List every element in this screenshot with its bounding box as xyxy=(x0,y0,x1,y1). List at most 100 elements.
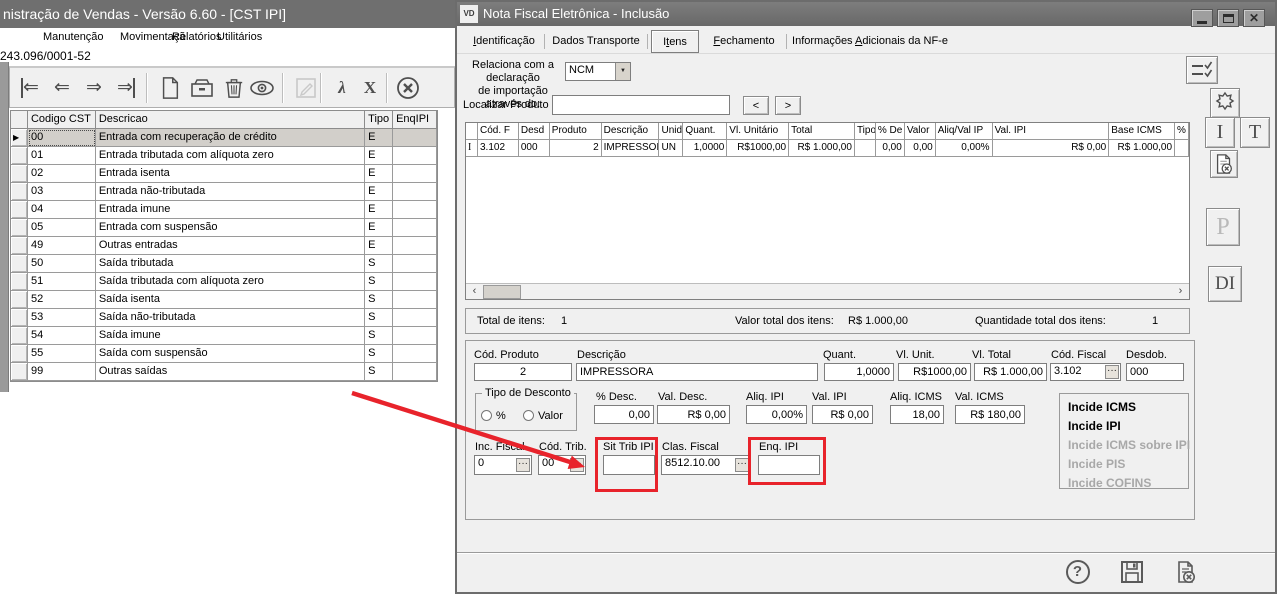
cancel-button[interactable] xyxy=(1172,558,1199,585)
table-cell[interactable]: 52 xyxy=(27,291,96,309)
table-cell[interactable]: 01 xyxy=(27,147,96,165)
table-row[interactable]: 05 Entrada com suspensão E xyxy=(11,219,437,237)
row-selector[interactable] xyxy=(11,147,28,165)
table-cell[interactable]: Saída não-tributada xyxy=(95,309,366,327)
table-row[interactable]: 03 Entrada não-tributada E xyxy=(11,183,437,201)
table-row[interactable]: 51 Saída tributada com alíquota zero S xyxy=(11,273,437,291)
cod-trib-field[interactable]: 00 ··· xyxy=(538,455,586,475)
di-button[interactable]: DI xyxy=(1208,266,1242,302)
table-cell[interactable]: Entrada com suspensão xyxy=(95,219,366,237)
table-cell[interactable]: E xyxy=(365,129,394,147)
table-cell[interactable] xyxy=(393,201,437,219)
table-cell[interactable]: Saída isenta xyxy=(95,291,366,309)
val-icms-field[interactable] xyxy=(955,405,1025,424)
row-selector[interactable] xyxy=(11,327,28,345)
grid-cell[interactable]: R$ 1.000,00 xyxy=(1109,140,1176,157)
clas-fiscal-field[interactable]: 8512.10.00 ··· xyxy=(661,455,751,475)
table-cell[interactable] xyxy=(393,255,437,273)
grid-cell[interactable]: 0,00% xyxy=(935,140,993,157)
delete-record-icon[interactable] xyxy=(220,75,248,101)
cod-trib-lookup-icon[interactable]: ··· xyxy=(570,458,584,472)
grid-cell[interactable]: R$1000,00 xyxy=(727,140,790,157)
table-cell[interactable]: Saída tributada xyxy=(95,255,366,273)
grid-cell[interactable] xyxy=(854,140,876,157)
cancel-item-button[interactable] xyxy=(1210,150,1238,178)
table-cell[interactable] xyxy=(393,327,437,345)
row-selector[interactable] xyxy=(11,273,28,291)
clas-fiscal-lookup-icon[interactable]: ··· xyxy=(735,458,749,472)
grid-cell[interactable]: 000 xyxy=(518,140,550,157)
table-cell[interactable]: 50 xyxy=(27,255,96,273)
grid-cell[interactable]: 2 xyxy=(549,140,602,157)
inc-fiscal-field[interactable]: 0 ··· xyxy=(474,455,532,475)
grid-row[interactable]: I 3.102 000 2 IMPRESSOR UN 1,0000 R$1000,00 R$ 1… xyxy=(466,140,1190,157)
nfe-window-titlebar[interactable]: VD Nota Fiscal Eletrônica - Inclusão ✕ xyxy=(457,2,1275,27)
first-record-icon[interactable]: ⇐ xyxy=(21,77,39,98)
tab-informa-es-adicionais-da-nf-e[interactable]: Informações Adicionais da NF-e xyxy=(792,35,948,47)
table-cell[interactable]: E xyxy=(365,219,394,237)
table-cell[interactable] xyxy=(393,129,437,147)
table-row[interactable]: 49 Outras entradas E xyxy=(11,237,437,255)
item-i-button[interactable]: I xyxy=(1205,117,1235,148)
items-grid-hscrollbar[interactable]: ‹ › xyxy=(466,283,1189,299)
scroll-right-icon[interactable]: › xyxy=(1178,285,1183,297)
grid-cell[interactable]: 0,00 xyxy=(904,140,936,157)
table-cell[interactable]: 00 xyxy=(27,129,96,147)
tab-identifica-o[interactable]: Identificação xyxy=(473,35,535,47)
table-cell[interactable]: S xyxy=(365,345,394,363)
table-cell[interactable]: 49 xyxy=(27,237,96,255)
table-row[interactable]: 52 Saída isenta S xyxy=(11,291,437,309)
table-row[interactable]: 50 Saída tributada S xyxy=(11,255,437,273)
cod-produto-field[interactable] xyxy=(474,363,572,381)
search-product-input[interactable] xyxy=(552,95,730,115)
new-record-icon[interactable] xyxy=(156,75,184,101)
menu-item-4[interactable]: Utilitários xyxy=(217,31,263,43)
next-record-icon[interactable]: ⇒ xyxy=(86,77,102,98)
table-cell[interactable]: E xyxy=(365,165,394,183)
table-row[interactable]: 01 Entrada tributada com alíquota zero E xyxy=(11,147,437,165)
row-selector[interactable] xyxy=(11,201,28,219)
table-cell[interactable]: S xyxy=(365,291,394,309)
current-row-marker-icon[interactable]: ▶ xyxy=(11,129,28,147)
view-record-icon[interactable] xyxy=(248,75,276,101)
table-cell[interactable]: 02 xyxy=(27,165,96,183)
grid-cell[interactable]: IMPRESSOR xyxy=(601,140,660,157)
table-cell[interactable]: 55 xyxy=(27,345,96,363)
table-cell[interactable]: S xyxy=(365,255,394,273)
table-row[interactable]: 54 Saída imune S xyxy=(11,327,437,345)
table-cell[interactable]: Saída tributada com alíquota zero xyxy=(95,273,366,291)
table-cell[interactable] xyxy=(393,309,437,327)
row-selector[interactable] xyxy=(11,291,28,309)
last-record-icon[interactable]: ⇒ xyxy=(117,77,135,98)
menu-item-1[interactable]: Manutenção xyxy=(43,31,104,43)
table-cell[interactable]: 54 xyxy=(27,327,96,345)
table-cell[interactable]: S xyxy=(365,327,394,345)
scroll-left-icon[interactable]: ‹ xyxy=(472,285,477,297)
table-cell[interactable]: Saída com suspensão xyxy=(95,345,366,363)
table-cell[interactable]: Entrada tributada com alíquota zero xyxy=(95,147,366,165)
table-cell[interactable]: 05 xyxy=(27,219,96,237)
table-row[interactable]: 04 Entrada imune E xyxy=(11,201,437,219)
grid-cell[interactable]: 3.102 xyxy=(477,140,519,157)
p-button[interactable]: P xyxy=(1206,208,1240,246)
table-cell[interactable] xyxy=(393,165,437,183)
enq-ipi-field[interactable] xyxy=(758,455,820,475)
val-ipi-field[interactable] xyxy=(812,405,873,424)
table-row[interactable]: 55 Saída com suspensão S xyxy=(11,345,437,363)
aliq-ipi-field[interactable] xyxy=(746,405,807,424)
table-cell[interactable]: Outras entradas xyxy=(95,237,366,255)
table-cell[interactable] xyxy=(393,363,437,381)
help-button[interactable]: ? xyxy=(1064,558,1091,585)
perc-desc-field[interactable] xyxy=(594,405,654,424)
table-cell[interactable] xyxy=(393,273,437,291)
table-row[interactable]: 53 Saída não-tributada S xyxy=(11,309,437,327)
previous-record-icon[interactable]: ⇐ xyxy=(54,77,70,98)
table-cell[interactable]: E xyxy=(365,147,394,165)
options-list-button[interactable] xyxy=(1186,56,1218,84)
row-selector[interactable] xyxy=(11,237,28,255)
table-cell[interactable]: S xyxy=(365,309,394,327)
table-cell[interactable]: Entrada imune xyxy=(95,201,366,219)
row-selector[interactable] xyxy=(11,255,28,273)
close-button[interactable]: ✕ xyxy=(1243,9,1265,27)
cod-fiscal-lookup-icon[interactable]: ··· xyxy=(1105,365,1119,379)
